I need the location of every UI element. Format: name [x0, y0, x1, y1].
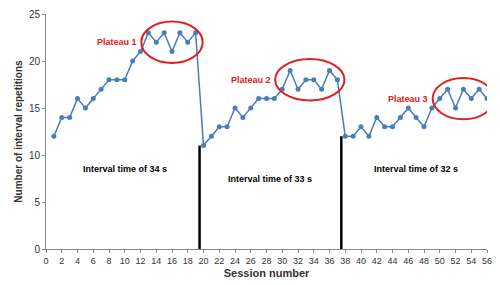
svg-text:40: 40	[356, 256, 366, 266]
svg-text:48: 48	[419, 256, 429, 266]
svg-text:Interval time of 34 s: Interval time of 34 s	[83, 164, 167, 174]
svg-text:Plateau 3: Plateau 3	[388, 94, 428, 104]
svg-text:Number of interval repetitions: Number of interval repetitions	[13, 60, 24, 203]
svg-text:28: 28	[261, 256, 271, 266]
svg-text:Plateau 2: Plateau 2	[231, 75, 271, 85]
svg-text:Interval time of 32 s: Interval time of 32 s	[374, 164, 458, 174]
svg-text:56: 56	[482, 256, 492, 266]
svg-text:42: 42	[372, 256, 382, 266]
svg-text:Session number: Session number	[224, 267, 310, 279]
svg-text:Plateau 1: Plateau 1	[97, 37, 137, 47]
svg-text:20: 20	[29, 56, 41, 67]
svg-text:38: 38	[340, 256, 350, 266]
svg-text:26: 26	[246, 256, 256, 266]
svg-text:0: 0	[43, 256, 48, 266]
svg-text:Interval time of 33 s: Interval time of 33 s	[228, 174, 312, 184]
svg-text:14: 14	[151, 256, 161, 266]
svg-text:20: 20	[198, 256, 208, 266]
svg-text:30: 30	[277, 256, 287, 266]
svg-text:16: 16	[167, 256, 177, 266]
svg-text:24: 24	[230, 256, 240, 266]
svg-text:4: 4	[75, 256, 80, 266]
svg-text:25: 25	[29, 9, 41, 20]
svg-text:15: 15	[29, 103, 41, 114]
svg-text:50: 50	[435, 256, 445, 266]
svg-text:2: 2	[59, 256, 64, 266]
svg-text:54: 54	[466, 256, 476, 266]
svg-text:0: 0	[34, 244, 40, 255]
svg-text:32: 32	[293, 256, 303, 266]
svg-text:46: 46	[403, 256, 413, 266]
svg-text:5: 5	[34, 197, 40, 208]
svg-text:52: 52	[450, 256, 460, 266]
svg-text:8: 8	[106, 256, 111, 266]
svg-text:10: 10	[29, 150, 41, 161]
svg-text:44: 44	[387, 256, 397, 266]
svg-text:6: 6	[91, 256, 96, 266]
svg-text:34: 34	[309, 256, 319, 266]
svg-text:18: 18	[183, 256, 193, 266]
svg-text:10: 10	[120, 256, 130, 266]
svg-text:36: 36	[324, 256, 334, 266]
svg-text:12: 12	[135, 256, 145, 266]
svg-text:22: 22	[214, 256, 224, 266]
